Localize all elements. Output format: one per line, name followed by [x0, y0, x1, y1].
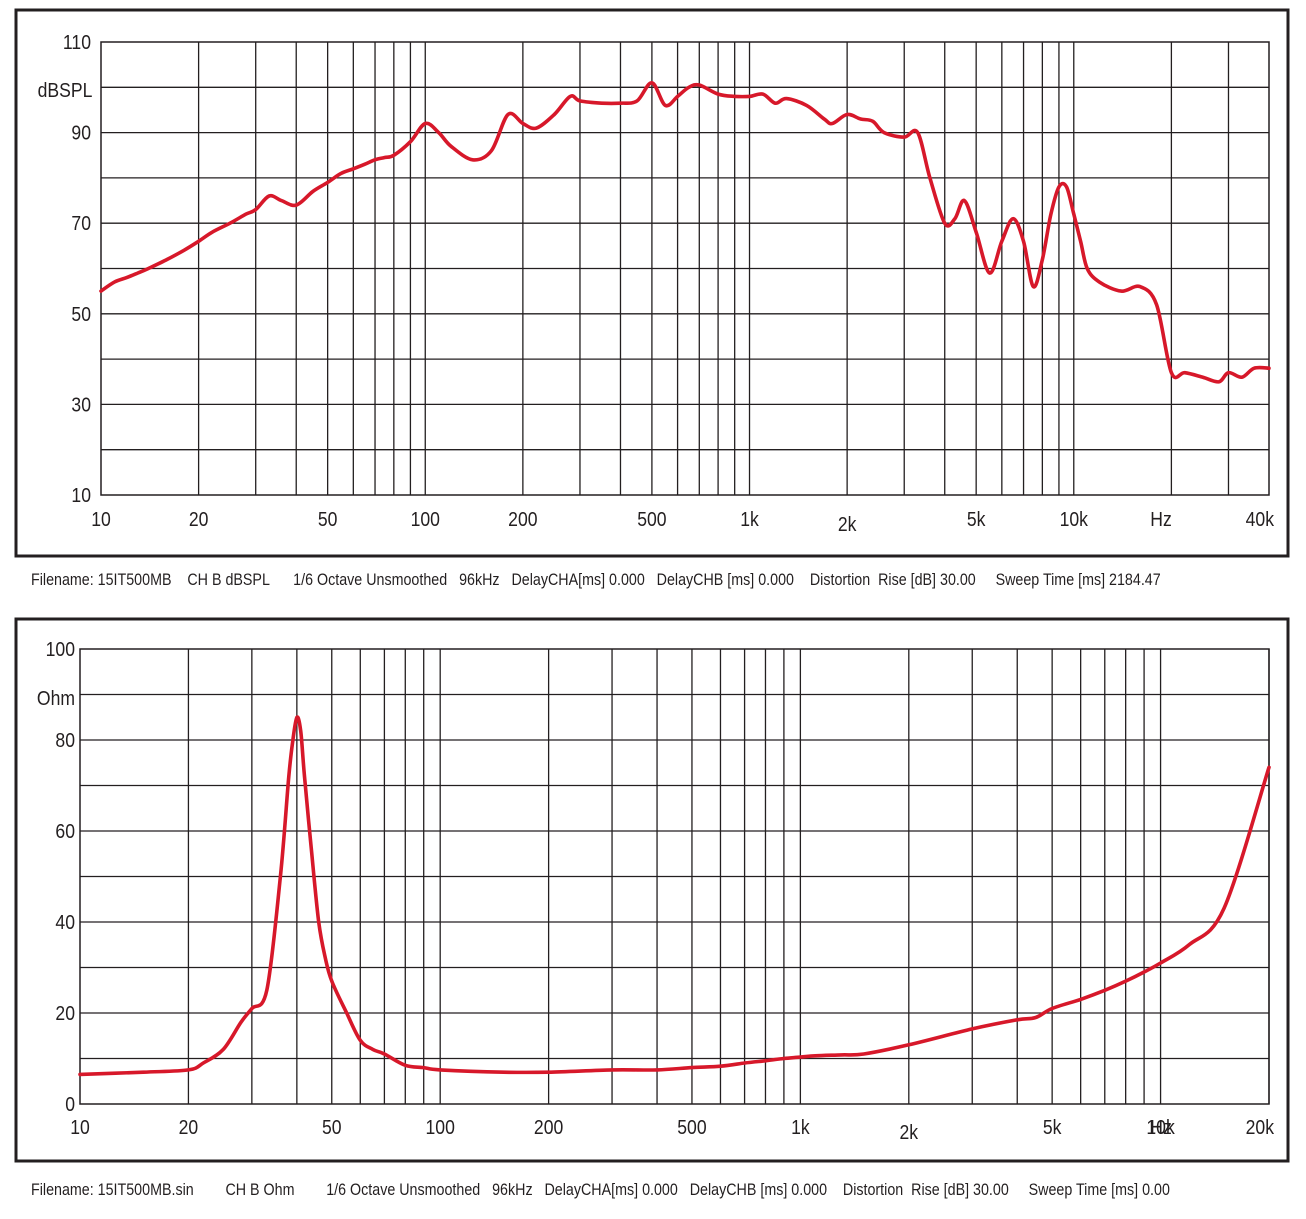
x-tick-label: 1k: [740, 508, 759, 530]
x-tick-label: 10k: [1060, 508, 1089, 530]
impedance-caption: Filename: 15IT500MB.sin CH B Ohm 1/6 Oct…: [31, 1180, 1170, 1199]
y-tick-label: 60: [55, 820, 75, 842]
x-tick-label: 200: [508, 508, 537, 530]
y-tick-label: 50: [71, 303, 91, 325]
x-tick-label: 500: [677, 1116, 706, 1138]
x-axis-label: Hz: [1150, 508, 1172, 530]
x-tick-label: 20: [179, 1116, 199, 1138]
plot-border: [79, 648, 1270, 1105]
y-tick-label: 0: [65, 1093, 75, 1115]
x-tick-label: 10: [91, 508, 111, 530]
chart-frame: [14, 8, 1290, 558]
spl-response-curve: [99, 81, 1271, 384]
y-tick-label: 30: [71, 393, 91, 415]
plot-border: [100, 41, 1270, 496]
x-tick-label: 2k: [838, 513, 857, 535]
y-tick-label: 20: [55, 1002, 75, 1024]
x-tick-label: 50: [318, 508, 338, 530]
impedance-chart: 0 20 40 60 80 100 10 20 50 100 200 500 1k 2k 5k 10k 20k O…: [14, 617, 1290, 1163]
y-axis-label: Ohm: [37, 687, 75, 709]
x-tick-label: 10k: [1146, 1116, 1175, 1138]
x-tick-label: 100: [426, 1116, 455, 1138]
y-tick-label: 10: [71, 484, 91, 506]
x-tick-label: 20: [189, 508, 209, 530]
spl-caption: Filename: 15IT500MB CH B dBSPL 1/6 Octav…: [31, 570, 1161, 589]
y-tick-label: 70: [71, 212, 91, 234]
spl-chart: 10 30 50 70 90 110 10 20 50 100 200 500 1k 2k 5k 10k 40k…: [14, 8, 1290, 558]
x-tick-label: 1k: [791, 1116, 810, 1138]
y-tick-label: 40: [55, 911, 75, 933]
chart-frame: [14, 617, 1290, 1163]
y-tick-label: 100: [46, 638, 75, 660]
x-axis-label: Hz: [1150, 1116, 1172, 1138]
x-tick-label: 40k: [1246, 508, 1275, 530]
y-tick-label: 110: [63, 31, 91, 53]
x-tick-label: 200: [534, 1116, 563, 1138]
y-tick-label: 80: [55, 729, 75, 751]
x-tick-label: 20k: [1246, 1116, 1275, 1138]
y-axis-label: dBSPL: [38, 79, 93, 101]
x-tick-label: 2k: [900, 1121, 919, 1143]
x-tick-label: 100: [411, 508, 440, 530]
y-tick-label: 90: [71, 122, 91, 144]
x-tick-label: 5k: [1043, 1116, 1062, 1138]
x-tick-label: 50: [322, 1116, 342, 1138]
impedance-curve: [78, 715, 1271, 1077]
x-tick-label: 10: [70, 1116, 90, 1138]
x-tick-label: 500: [637, 508, 666, 530]
x-tick-label: 5k: [967, 508, 986, 530]
